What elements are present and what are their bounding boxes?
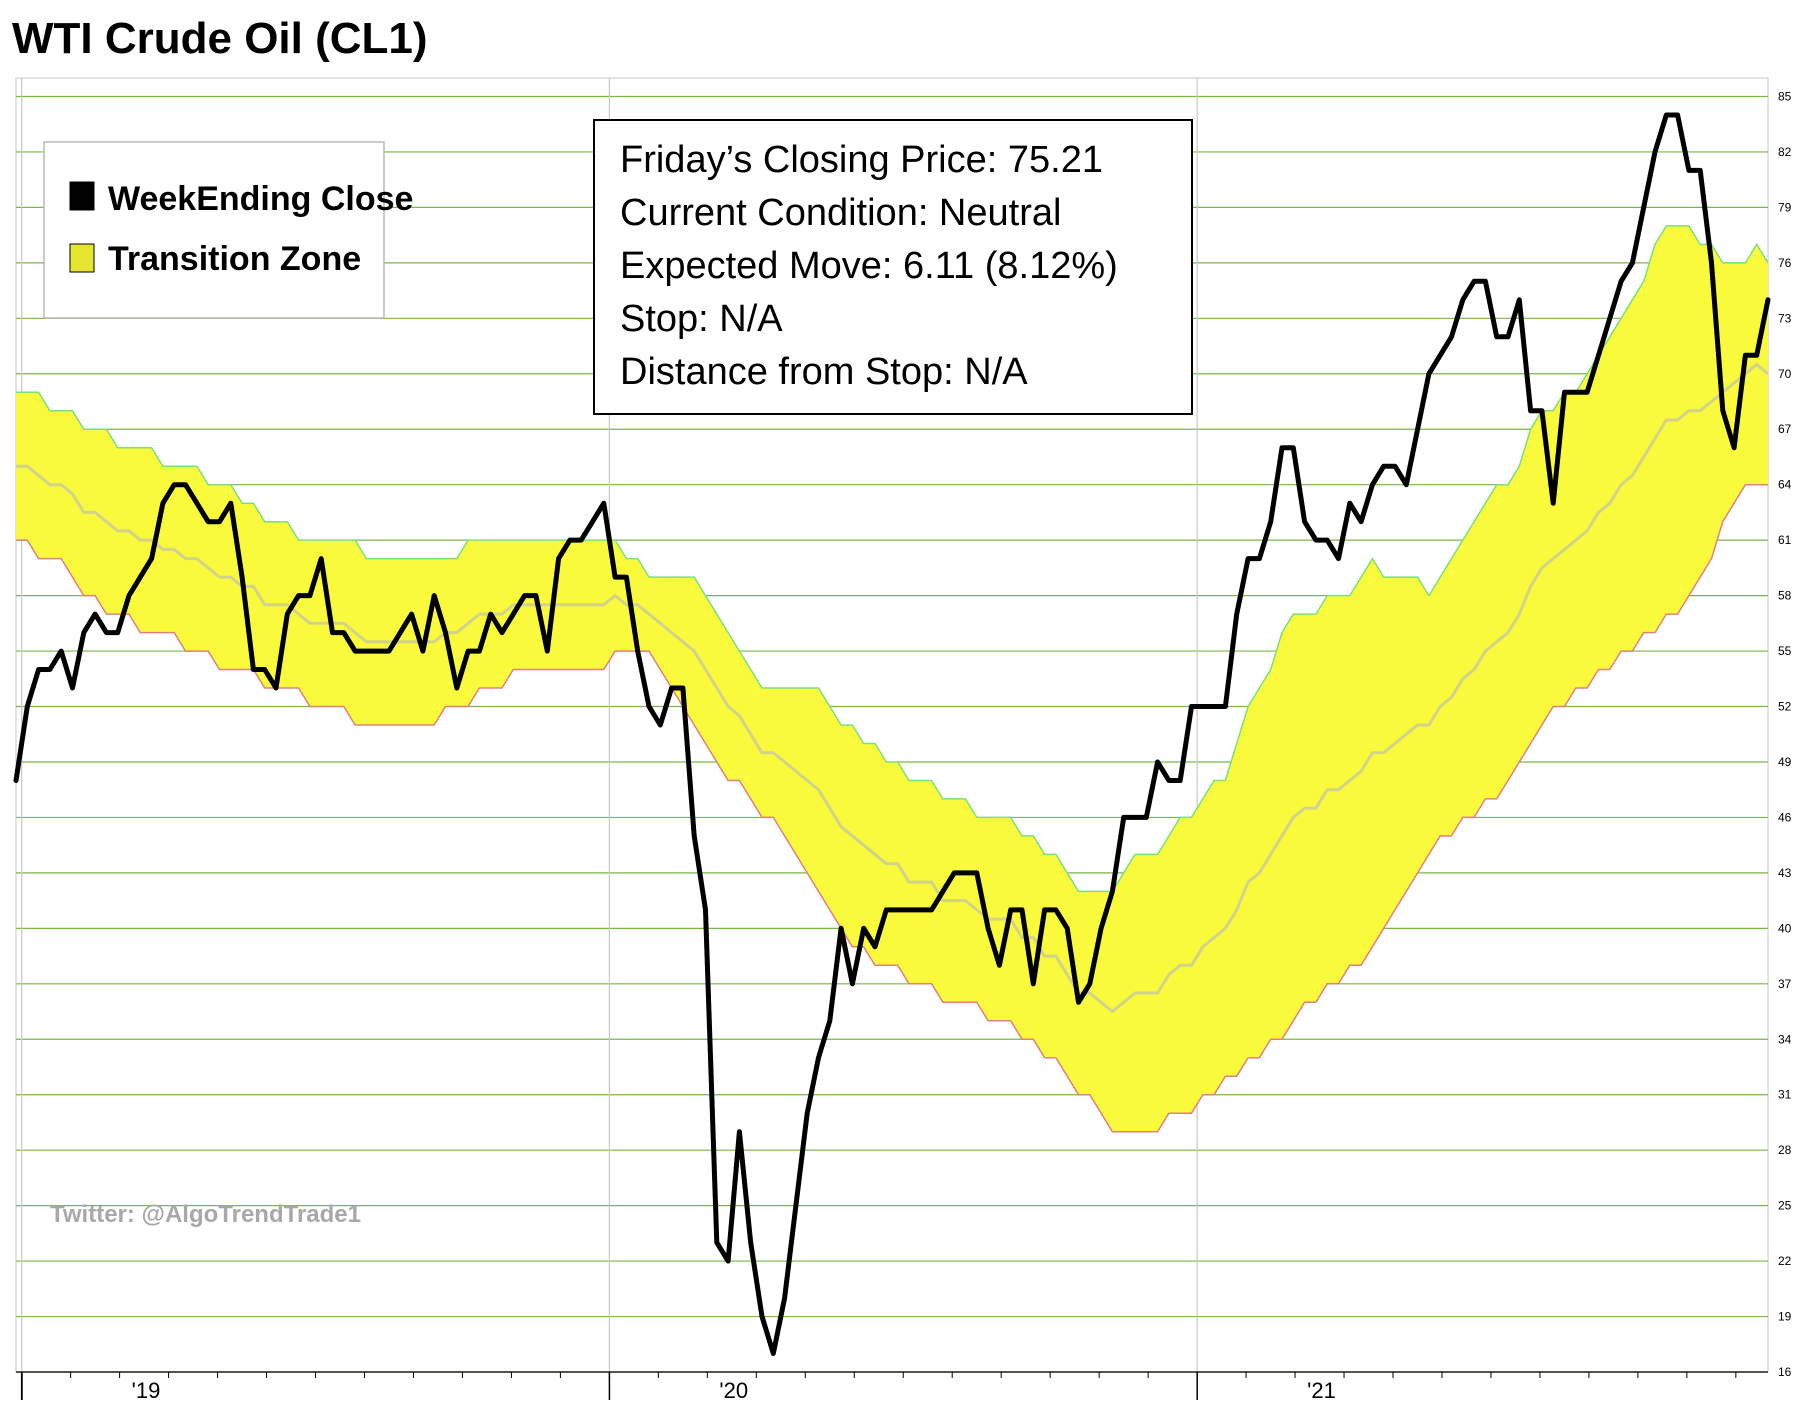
info-distance-from-stop: Distance from Stop: N/A <box>620 351 1028 393</box>
legend: WeekEnding Close Transition Zone <box>43 141 413 319</box>
y-tick-label: 46 <box>1778 810 1792 824</box>
weekending-close-line <box>13 112 1771 1356</box>
info-expected-move: Expected Move: 6.11 (8.12%) <box>620 245 1118 287</box>
y-tick-label: 25 <box>1778 1199 1792 1213</box>
transition-zone-band <box>16 225 1768 1132</box>
info-box: Friday’s Closing Price: 75.21 Current Co… <box>593 119 1193 415</box>
y-tick-label: 22 <box>1778 1254 1792 1268</box>
y-tick-label: 70 <box>1778 367 1792 381</box>
y-tick-label: 49 <box>1778 755 1792 769</box>
y-tick-label: 19 <box>1778 1310 1792 1324</box>
y-tick-label: 73 <box>1778 311 1792 325</box>
info-closing-price: Friday’s Closing Price: 75.21 <box>620 139 1103 181</box>
legend-swatch-close <box>69 181 95 211</box>
legend-label-close: WeekEnding Close <box>108 180 413 218</box>
y-tick-label: 34 <box>1778 1032 1792 1046</box>
y-tick-label: 76 <box>1778 256 1792 270</box>
legend-swatch-zone <box>69 243 95 273</box>
axes: 16 19 22 25 28 31 34 37 40 43 46 49 52 55 58 61 64 67 70 73… <box>16 89 1792 1403</box>
y-tick-label: 55 <box>1778 644 1792 658</box>
transition-zone <box>16 225 1769 1133</box>
y-tick-label: 67 <box>1778 422 1792 436</box>
x-tick-label: '20 <box>719 1378 748 1403</box>
y-tick-label: 16 <box>1778 1365 1792 1379</box>
legend-label-zone: Transition Zone <box>108 240 361 278</box>
info-stop: Stop: N/A <box>620 298 783 340</box>
x-tick-label: '19 <box>132 1378 161 1403</box>
y-tick-label: 37 <box>1778 977 1792 991</box>
legend-box <box>43 141 385 319</box>
y-tick-label: 43 <box>1778 866 1792 880</box>
y-tick-label: 79 <box>1778 200 1792 214</box>
info-box-frame <box>593 119 1193 415</box>
y-tick-label: 31 <box>1778 1088 1792 1102</box>
y-tick-label: 52 <box>1778 700 1792 714</box>
y-tick-label: 64 <box>1778 478 1792 492</box>
transition-zone-upper-edge <box>16 225 1769 893</box>
x-tick-label: '21 <box>1307 1378 1336 1403</box>
y-tick-label: 28 <box>1778 1143 1792 1157</box>
info-current-condition: Current Condition: Neutral <box>620 192 1061 234</box>
chart-title: WTI Crude Oil (CL1) <box>12 14 428 63</box>
watermark-text: Twitter: @AlgoTrendTrade1 <box>50 1201 361 1228</box>
transition-zone-midline <box>16 362 1769 1014</box>
y-tick-label: 58 <box>1778 589 1792 603</box>
y-tick-label: 40 <box>1778 921 1792 935</box>
y-tick-label: 82 <box>1778 145 1792 159</box>
y-tick-label: 85 <box>1778 89 1792 103</box>
transition-zone-lower-edge <box>16 483 1768 1133</box>
weekending-close-series <box>13 112 1771 1356</box>
y-tick-label: 61 <box>1778 533 1792 547</box>
